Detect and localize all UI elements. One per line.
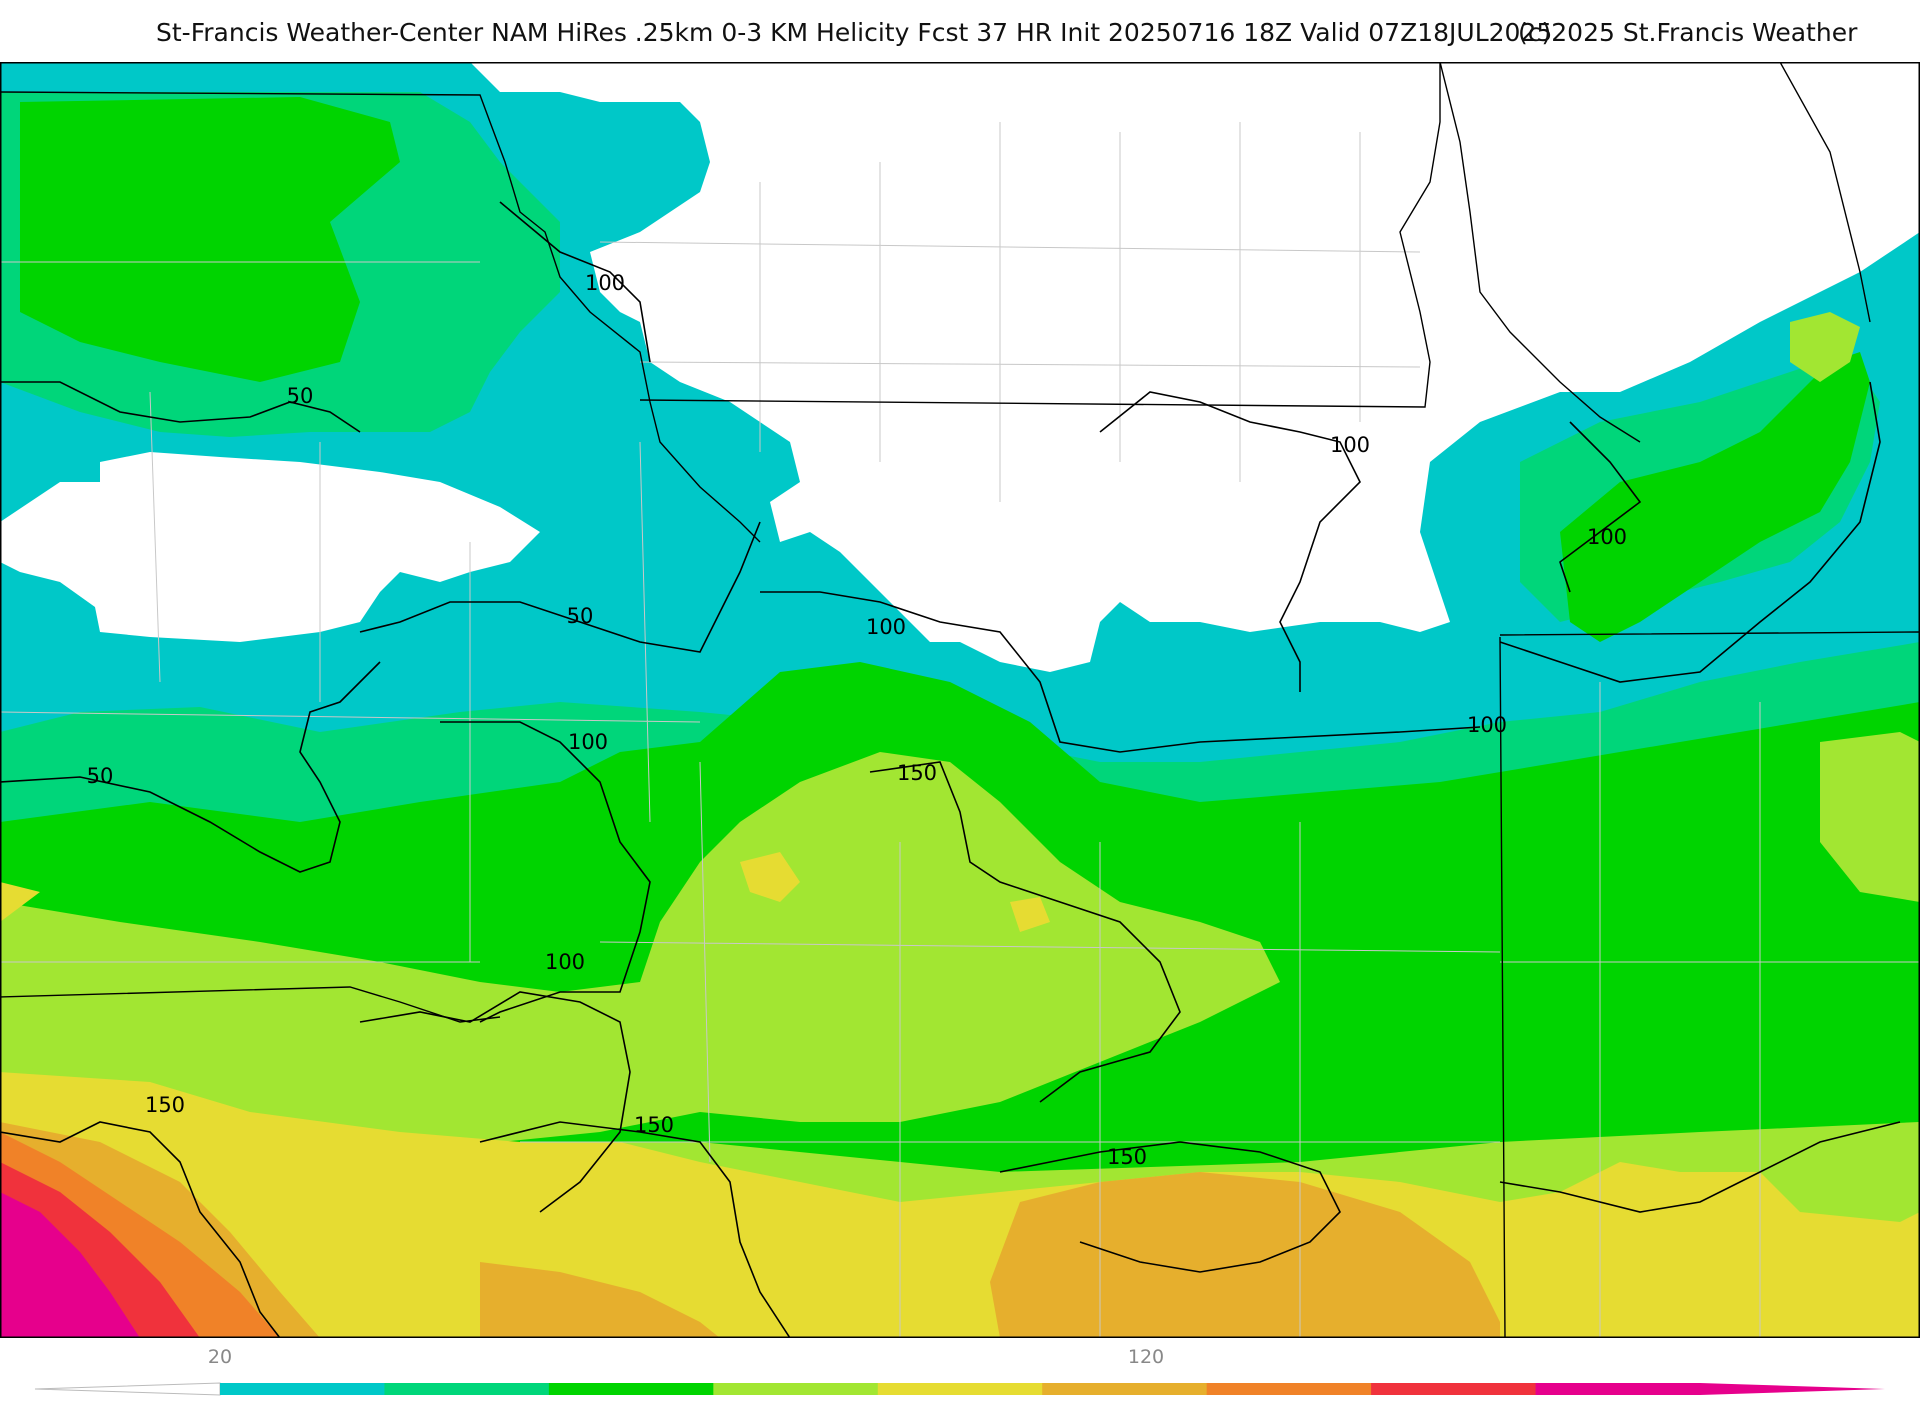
contour-line-100-north bbox=[499, 201, 651, 363]
colorbar-swatch bbox=[1535, 1383, 1701, 1395]
contour-line-100-east bbox=[1499, 381, 1881, 683]
contour-line-150-southcentral bbox=[479, 1121, 791, 1337]
contour-line-150-central bbox=[869, 761, 1181, 1103]
contour-label: 150 bbox=[145, 1093, 185, 1117]
county-lines bbox=[1, 122, 1919, 1337]
colorbar-high-arrow bbox=[1700, 1383, 1885, 1395]
helicity-100-120-patch-b bbox=[1010, 897, 1050, 932]
contour-line-100-northeast bbox=[1559, 421, 1642, 593]
low-helicity-area-north bbox=[471, 63, 1919, 672]
helicity-60-80-northwest bbox=[20, 97, 400, 382]
helicity-map: 100 50 100 50 100 100 50 100 150 100 100… bbox=[0, 62, 1920, 1338]
contour-label: 50 bbox=[567, 604, 594, 628]
contour-label: 100 bbox=[1330, 433, 1370, 457]
helicity-100-120-patch-a bbox=[740, 852, 800, 902]
contour-line-150-south bbox=[999, 1141, 1341, 1273]
color-legend: 20 120 bbox=[0, 1338, 1920, 1400]
contour-line-150-west bbox=[1, 1121, 281, 1337]
contour-line-50-west bbox=[1, 661, 381, 873]
boundary-layer bbox=[1, 63, 1919, 1337]
colorbar-swatch bbox=[1206, 1383, 1372, 1395]
contour-label: 150 bbox=[1107, 1145, 1147, 1169]
contour-label: 100 bbox=[1467, 713, 1507, 737]
contour-line-100-central bbox=[760, 591, 1481, 753]
contour-line-50-central bbox=[359, 521, 761, 653]
helicity-above-180-band bbox=[1, 1192, 140, 1337]
helicity-120-140-band bbox=[1, 1122, 1500, 1337]
contour-label: 50 bbox=[87, 764, 114, 788]
contour-line-100-northcentral bbox=[1099, 391, 1361, 692]
contour-labels: 100 50 100 50 100 100 50 100 150 100 100… bbox=[87, 271, 1627, 1169]
contour-label: 100 bbox=[1587, 525, 1627, 549]
helicity-80-100-east bbox=[1820, 732, 1919, 902]
colorbar-swatch bbox=[877, 1383, 1043, 1395]
contour-line-150-southeast bbox=[1499, 1121, 1901, 1213]
colorbar-swatch bbox=[1371, 1383, 1537, 1395]
contour-label: 50 bbox=[287, 384, 314, 408]
colorbar-tick-label: 20 bbox=[208, 1346, 232, 1368]
helicity-80-100-band bbox=[1, 752, 1280, 1162]
helicity-60-80-northeast bbox=[1560, 352, 1870, 642]
contour-label: 150 bbox=[897, 761, 937, 785]
map-border bbox=[0, 62, 1920, 1338]
colorbar-low-arrow bbox=[34, 1382, 221, 1396]
helicity-80-100-northeast-core bbox=[1790, 312, 1860, 382]
helicity-100-120-band bbox=[1, 882, 1919, 1337]
contour-label: 150 bbox=[634, 1113, 674, 1137]
map-title-bar: St-Francis Weather-Center NAM HiRes .25k… bbox=[0, 0, 1920, 62]
colorbar-swatch bbox=[220, 1383, 385, 1395]
map-canvas: 100 50 100 50 100 100 50 100 150 100 100… bbox=[0, 62, 1920, 1338]
colorbar-swatches bbox=[220, 1383, 1701, 1395]
map-title: St-Francis Weather-Center NAM HiRes .25k… bbox=[156, 18, 1553, 47]
colorbar-tick-label: 120 bbox=[1128, 1346, 1164, 1368]
colorbar-swatch bbox=[384, 1383, 550, 1395]
contour-label: 100 bbox=[585, 271, 625, 295]
copyright-notice: (c)2025 St.Francis Weather bbox=[1518, 18, 1858, 47]
colorbar-swatch bbox=[1042, 1383, 1208, 1395]
colorbar-canvas: 20 120 bbox=[34, 1346, 1885, 1396]
contour-label: 100 bbox=[866, 615, 906, 639]
contour-label: 100 bbox=[545, 950, 585, 974]
contour-line-100-west bbox=[440, 721, 651, 1023]
contour-line-100-southwest bbox=[359, 991, 631, 1213]
low-helicity-area-west bbox=[1, 452, 540, 642]
helicity-contour-layer bbox=[1, 201, 1901, 1337]
contour-label: 100 bbox=[568, 730, 608, 754]
colorbar-swatch bbox=[548, 1383, 714, 1395]
colorbar-swatch bbox=[713, 1383, 879, 1395]
state-lines bbox=[1, 63, 1919, 1337]
helicity-fill-layer bbox=[1, 63, 1919, 1337]
contour-line-50-north bbox=[1, 381, 361, 433]
